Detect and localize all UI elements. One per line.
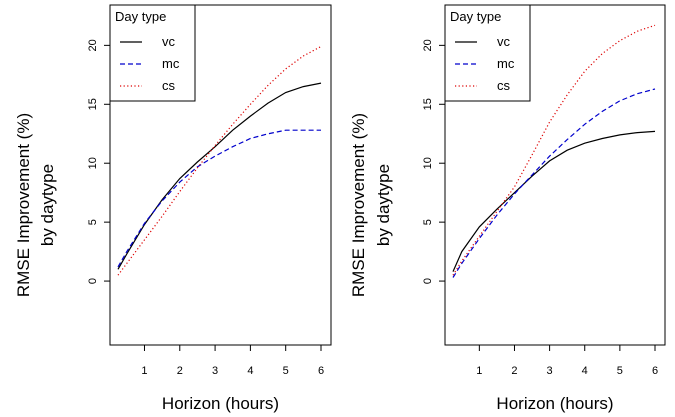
legend: Day type vc mc cs bbox=[109, 4, 196, 102]
legend-label-cs: cs bbox=[162, 78, 176, 93]
y-axis-title: RMSE Improvement (%) bbox=[349, 113, 368, 297]
x-tick-label: 3 bbox=[212, 365, 218, 377]
plot-frame bbox=[109, 4, 332, 346]
legend-label-mc: mc bbox=[162, 56, 180, 71]
series-line-vc bbox=[452, 130, 656, 272]
y-axis-title: by daytype bbox=[38, 164, 57, 246]
x-tick-label: 1 bbox=[141, 365, 147, 377]
chart-panel-1: 1 2 3 4 5 6 0 5 10 15 20 Horizon (hours) RMSE Improv… bbox=[14, 4, 332, 413]
legend-label-cs: cs bbox=[497, 78, 511, 93]
series-line-cs bbox=[452, 24, 656, 276]
x-tick-label: 1 bbox=[476, 365, 482, 377]
y-axis-title: by daytype bbox=[374, 164, 393, 246]
y-tick-label: 15 bbox=[87, 98, 99, 110]
y-tick-label: 20 bbox=[422, 39, 434, 51]
y-tick-label: 0 bbox=[87, 278, 99, 284]
legend-box bbox=[444, 4, 531, 102]
legend-label-vc: vc bbox=[162, 34, 176, 49]
y-tick-label: 5 bbox=[422, 219, 434, 225]
series-line-cs bbox=[117, 45, 322, 276]
legend-box bbox=[109, 4, 196, 102]
plot-frame bbox=[444, 4, 666, 346]
x-tick-label: 5 bbox=[617, 365, 623, 377]
x-tick-label: 4 bbox=[247, 365, 253, 377]
x-axis-title: Horizon (hours) bbox=[496, 394, 613, 413]
series-line-mc bbox=[117, 129, 321, 268]
y-tick-label: 15 bbox=[422, 98, 434, 110]
y-tick-label: 5 bbox=[87, 219, 99, 225]
x-tick-label: 3 bbox=[547, 365, 553, 377]
x-tick-label: 4 bbox=[582, 365, 588, 377]
legend-title: Day type bbox=[450, 9, 501, 24]
legend-label-vc: vc bbox=[497, 34, 511, 49]
x-tick-label: 5 bbox=[283, 365, 289, 377]
x-tick-label: 2 bbox=[511, 365, 517, 377]
series-line-mc bbox=[452, 88, 656, 278]
x-axis-title: Horizon (hours) bbox=[162, 394, 279, 413]
y-tick-label: 20 bbox=[87, 39, 99, 51]
legend: Day type vc mc cs bbox=[444, 4, 531, 102]
y-tick-label: 10 bbox=[422, 157, 434, 169]
legend-title: Day type bbox=[115, 9, 166, 24]
chart-panel-2: 1 2 3 4 5 6 0 5 10 15 20 Horizon (hours) RMSE Improv… bbox=[349, 4, 666, 413]
x-tick-label: 2 bbox=[177, 365, 183, 377]
series-line-vc bbox=[117, 82, 322, 270]
legend-label-mc: mc bbox=[497, 56, 515, 71]
x-tick-label: 6 bbox=[318, 365, 324, 377]
y-axis-title: RMSE Improvement (%) bbox=[14, 113, 33, 297]
y-tick-label: 0 bbox=[422, 278, 434, 284]
y-tick-label: 10 bbox=[87, 157, 99, 169]
x-tick-label: 6 bbox=[652, 365, 658, 377]
